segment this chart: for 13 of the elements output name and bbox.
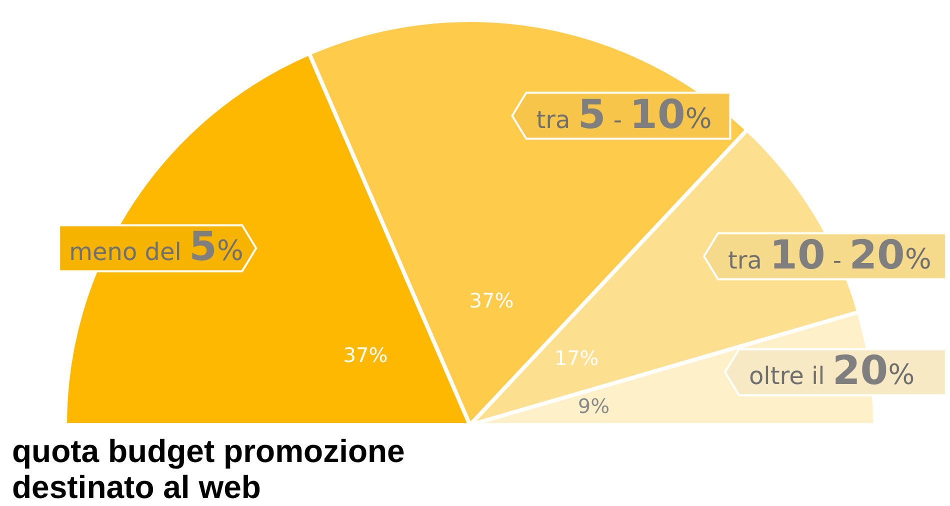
slice-label: tra 5 - 10% bbox=[536, 92, 712, 138]
callout-tag: tra 10 - 20% bbox=[702, 232, 947, 280]
callout-tag: oltre il 20% bbox=[724, 348, 947, 396]
slice-label: tra 10 - 20% bbox=[728, 232, 932, 278]
callout-tag: meno del 5% bbox=[58, 224, 258, 272]
data-label: 17% bbox=[554, 346, 599, 370]
data-label: 9% bbox=[578, 394, 610, 418]
callout-tag: tra 5 - 10% bbox=[511, 92, 732, 140]
data-label: 37% bbox=[469, 288, 514, 312]
slice-label: meno del 5% bbox=[69, 224, 244, 270]
text: quota budget promozione destinato al web bbox=[12, 433, 405, 505]
slice-label: oltre il 20% bbox=[749, 348, 915, 394]
data-label: 37% bbox=[343, 342, 388, 367]
